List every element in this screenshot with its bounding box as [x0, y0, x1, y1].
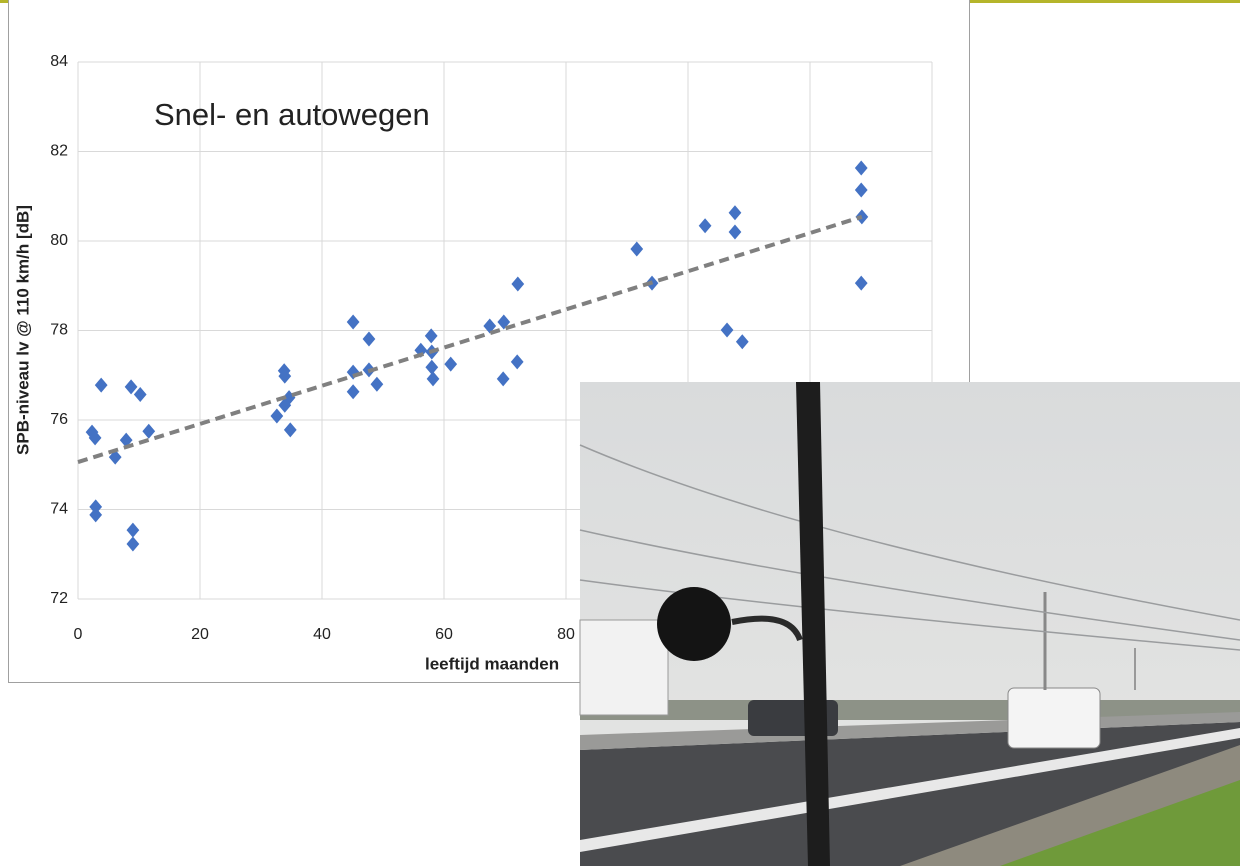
photo-lane-line [580, 728, 1240, 852]
point [510, 354, 524, 370]
point [854, 160, 868, 176]
photo-microphone [657, 587, 731, 661]
point [698, 218, 712, 234]
point [270, 408, 284, 424]
point [94, 377, 108, 393]
point [511, 276, 525, 292]
point [444, 356, 458, 372]
x-axis-label: leeftijd maanden [425, 654, 559, 673]
y-tick-label: 74 [50, 501, 68, 518]
y-tick-label: 78 [50, 322, 68, 339]
y-axis-label: SPB-niveau lv @ 110 km/h [dB] [13, 205, 32, 455]
x-tick-label: 60 [435, 626, 453, 643]
photo-grass [1000, 780, 1240, 866]
point [346, 384, 360, 400]
point [496, 371, 510, 387]
point [854, 275, 868, 291]
y-tick-label: 80 [50, 232, 68, 249]
point [346, 314, 360, 330]
photo-pole [796, 382, 830, 866]
point [126, 522, 140, 538]
point [426, 371, 440, 387]
y-tick-label: 84 [50, 53, 68, 70]
point [88, 430, 102, 446]
point [728, 224, 742, 240]
point [424, 328, 438, 344]
x-tick-label: 40 [313, 626, 331, 643]
point [854, 182, 868, 198]
point [425, 359, 439, 375]
point [119, 432, 133, 448]
point [283, 422, 297, 438]
x-tick-label: 0 [74, 626, 83, 643]
point [735, 334, 749, 350]
point [142, 423, 156, 439]
photo-truck [579, 619, 669, 716]
point [133, 386, 147, 402]
point [483, 318, 497, 334]
x-tick-label: 80 [557, 626, 575, 643]
point [278, 368, 292, 384]
point [89, 507, 103, 523]
y-tick-label: 82 [50, 143, 68, 160]
photo-mic-arm [731, 615, 803, 642]
y-tick-label: 72 [50, 590, 68, 607]
x-tick-label: 20 [191, 626, 209, 643]
point [126, 536, 140, 552]
trend-line [77, 214, 863, 464]
point [497, 314, 511, 330]
point [370, 376, 384, 392]
point [124, 379, 138, 395]
point [728, 205, 742, 221]
point [720, 322, 734, 338]
photo-wires [579, 444, 1240, 651]
point [362, 331, 376, 347]
chart-title: Snel- en autowegen [154, 97, 430, 132]
y-tick-label: 76 [50, 411, 68, 428]
photo [579, 382, 1240, 866]
point [89, 499, 103, 515]
photo-van [1007, 687, 1101, 749]
point [630, 241, 644, 257]
